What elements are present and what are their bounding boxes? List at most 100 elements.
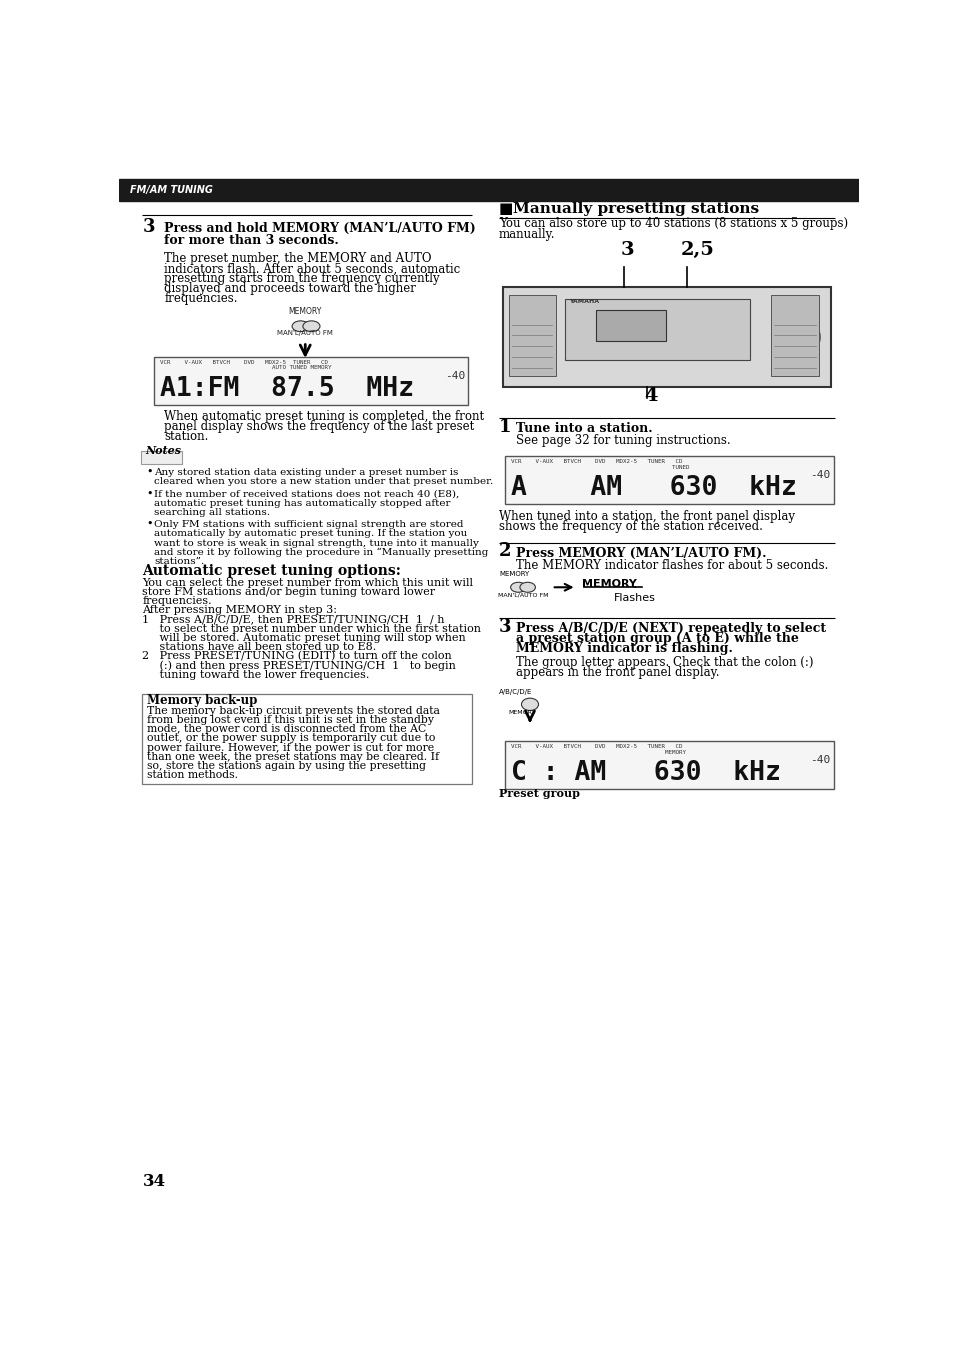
- Ellipse shape: [292, 320, 309, 331]
- Text: for more than 3 seconds.: for more than 3 seconds.: [164, 234, 338, 247]
- Text: VCR    V-AUX   BTVCH    DVD   MDX2-5  TUNER   CD: VCR V-AUX BTVCH DVD MDX2-5 TUNER CD: [160, 360, 328, 365]
- Text: The preset number, the MEMORY and AUTO: The preset number, the MEMORY and AUTO: [164, 253, 432, 265]
- Text: A1:FM  87.5  MHz: A1:FM 87.5 MHz: [160, 376, 414, 402]
- Text: VCR    V-AUX   BTVCH    DVD   MDX2-5   TUNER   CD: VCR V-AUX BTVCH DVD MDX2-5 TUNER CD: [511, 744, 682, 749]
- Text: to select the preset number under which the first station: to select the preset number under which …: [142, 623, 481, 634]
- Text: FM/AM TUNING: FM/AM TUNING: [130, 185, 213, 195]
- Text: Any stored station data existing under a preset number is: Any stored station data existing under a…: [154, 468, 458, 477]
- Text: C : AM   630  kHz: C : AM 630 kHz: [511, 760, 781, 786]
- Text: Press MEMORY (MAN’L/AUTO FM).: Press MEMORY (MAN’L/AUTO FM).: [516, 546, 766, 560]
- Text: 3: 3: [620, 241, 634, 258]
- Text: MEMORY: MEMORY: [581, 579, 637, 589]
- Text: 3: 3: [498, 618, 511, 635]
- Text: When tuned into a station, the front panel display: When tuned into a station, the front pan…: [498, 510, 794, 522]
- Text: Preset group: Preset group: [498, 788, 579, 799]
- Text: When automatic preset tuning is completed, the front: When automatic preset tuning is complete…: [164, 410, 484, 423]
- Ellipse shape: [510, 583, 525, 592]
- Text: You can also store up to 40 stations (8 stations x 5 groups): You can also store up to 40 stations (8 …: [498, 216, 847, 230]
- Text: If the number of received stations does not reach 40 (E8),: If the number of received stations does …: [154, 489, 459, 499]
- Text: Only FM stations with sufficient signal strength are stored: Only FM stations with sufficient signal …: [154, 521, 463, 529]
- Text: so, store the stations again by using the presetting: so, store the stations again by using th…: [147, 761, 426, 771]
- Text: You can select the preset number from which this unit will: You can select the preset number from wh…: [142, 577, 473, 588]
- Text: MEMORY: MEMORY: [508, 710, 536, 715]
- Text: Notes: Notes: [146, 445, 181, 456]
- Text: displayed and proceeds toward the higher: displayed and proceeds toward the higher: [164, 283, 416, 295]
- Text: mode, the power cord is disconnected from the AC: mode, the power cord is disconnected fro…: [147, 725, 426, 734]
- Text: After pressing MEMORY in step 3:: After pressing MEMORY in step 3:: [142, 606, 337, 615]
- Text: 2,5: 2,5: [680, 241, 714, 258]
- Text: station methods.: station methods.: [147, 771, 238, 780]
- Text: -40: -40: [810, 470, 830, 480]
- Text: The memory back-up circuit prevents the stored data: The memory back-up circuit prevents the …: [147, 706, 439, 715]
- Bar: [505, 457, 833, 504]
- Bar: [770, 295, 819, 376]
- Text: A    AM   630  kHz: A AM 630 kHz: [511, 475, 797, 500]
- Text: tuning toward the lower frequencies.: tuning toward the lower frequencies.: [142, 671, 370, 680]
- Text: The group letter appears. Check that the colon (:): The group letter appears. Check that the…: [516, 656, 813, 669]
- Bar: [505, 741, 833, 790]
- Text: •: •: [146, 519, 152, 529]
- Text: MAN'L/AUTO FM: MAN'L/AUTO FM: [497, 592, 548, 598]
- Text: Manually presetting stations: Manually presetting stations: [513, 201, 759, 216]
- Text: -40: -40: [810, 754, 830, 765]
- Text: AUTO TUNED MEMORY: AUTO TUNED MEMORY: [160, 365, 332, 370]
- Text: The MEMORY indicator flashes for about 5 seconds.: The MEMORY indicator flashes for about 5…: [516, 558, 827, 572]
- Text: MEMORY indicator is flashing.: MEMORY indicator is flashing.: [516, 642, 732, 654]
- Text: cleared when you store a new station under that preset number.: cleared when you store a new station und…: [154, 477, 493, 487]
- Text: a preset station group (A to E) while the: a preset station group (A to E) while th…: [516, 631, 798, 645]
- Bar: [564, 299, 749, 360]
- Text: A/B/C/D/E: A/B/C/D/E: [498, 688, 532, 695]
- Text: See page 32 for tuning instructions.: See page 32 for tuning instructions.: [516, 434, 730, 448]
- Text: searching all stations.: searching all stations.: [154, 508, 270, 516]
- Text: •: •: [146, 488, 152, 499]
- Text: Automatic preset tuning options:: Automatic preset tuning options:: [142, 564, 401, 577]
- Text: store FM stations and/or begin tuning toward lower: store FM stations and/or begin tuning to…: [142, 587, 436, 598]
- Text: 1   Press A/B/C/D/E, then PRESET/TUNING/CH  1  / h: 1 Press A/B/C/D/E, then PRESET/TUNING/CH…: [142, 615, 444, 625]
- Circle shape: [773, 314, 819, 360]
- Bar: [502, 287, 831, 387]
- Ellipse shape: [519, 583, 535, 592]
- Text: than one week, the preset stations may be cleared. If: than one week, the preset stations may b…: [147, 752, 438, 761]
- FancyBboxPatch shape: [141, 450, 182, 465]
- Text: (:) and then press PRESET/TUNING/CH  1   to begin: (:) and then press PRESET/TUNING/CH 1 to…: [142, 660, 456, 671]
- Text: frequencies.: frequencies.: [164, 292, 237, 306]
- Text: appears in the front panel display.: appears in the front panel display.: [516, 665, 719, 679]
- Text: 4: 4: [643, 387, 658, 406]
- Text: 2: 2: [498, 542, 511, 561]
- Text: automatically by automatic preset tuning. If the station you: automatically by automatic preset tuning…: [154, 530, 467, 538]
- Ellipse shape: [303, 320, 319, 331]
- Text: manually.: manually.: [498, 227, 555, 241]
- Text: presetting starts from the frequency currently: presetting starts from the frequency cur…: [164, 272, 439, 285]
- Bar: [142, 694, 472, 784]
- Text: power failure. However, if the power is cut for more: power failure. However, if the power is …: [147, 742, 434, 753]
- Text: 3: 3: [142, 218, 154, 235]
- Text: TUNED: TUNED: [511, 465, 689, 469]
- Text: automatic preset tuning has automatically stopped after: automatic preset tuning has automaticall…: [154, 499, 450, 507]
- Text: •: •: [146, 466, 152, 477]
- Text: MEMORY: MEMORY: [288, 307, 321, 316]
- Bar: [596, 310, 665, 341]
- Text: stations have all been stored up to E8.: stations have all been stored up to E8.: [142, 642, 376, 653]
- Text: stations”.: stations”.: [154, 557, 204, 566]
- Ellipse shape: [521, 698, 537, 711]
- Text: MAN'L/AUTO FM: MAN'L/AUTO FM: [277, 330, 333, 335]
- Text: Flashes: Flashes: [613, 594, 655, 603]
- Text: shows the frequency of the station received.: shows the frequency of the station recei…: [498, 519, 762, 533]
- Text: VCR    V-AUX   BTVCH    DVD   MDX2-5   TUNER   CD: VCR V-AUX BTVCH DVD MDX2-5 TUNER CD: [511, 460, 682, 464]
- Text: from being lost even if this unit is set in the standby: from being lost even if this unit is set…: [147, 715, 434, 725]
- Text: and store it by following the procedure in “Manually presetting: and store it by following the procedure …: [154, 548, 488, 557]
- Bar: [154, 357, 468, 404]
- Text: Press and hold MEMORY (MAN’L/AUTO FM): Press and hold MEMORY (MAN’L/AUTO FM): [164, 222, 476, 234]
- Text: 34: 34: [142, 1174, 166, 1190]
- Circle shape: [779, 320, 813, 354]
- Text: MEMORY: MEMORY: [511, 749, 685, 754]
- Text: Press A/B/C/D/E (NEXT) repeatedly to select: Press A/B/C/D/E (NEXT) repeatedly to sel…: [516, 622, 825, 635]
- Text: Memory back-up: Memory back-up: [147, 695, 257, 707]
- Text: 1: 1: [498, 418, 511, 435]
- Text: indicators flash. After about 5 seconds, automatic: indicators flash. After about 5 seconds,…: [164, 262, 460, 276]
- Text: station.: station.: [164, 430, 209, 443]
- Text: will be stored. Automatic preset tuning will stop when: will be stored. Automatic preset tuning …: [142, 633, 466, 644]
- Text: YAMAHA: YAMAHA: [568, 299, 598, 304]
- Text: frequencies.: frequencies.: [142, 596, 212, 606]
- Bar: [119, 180, 858, 200]
